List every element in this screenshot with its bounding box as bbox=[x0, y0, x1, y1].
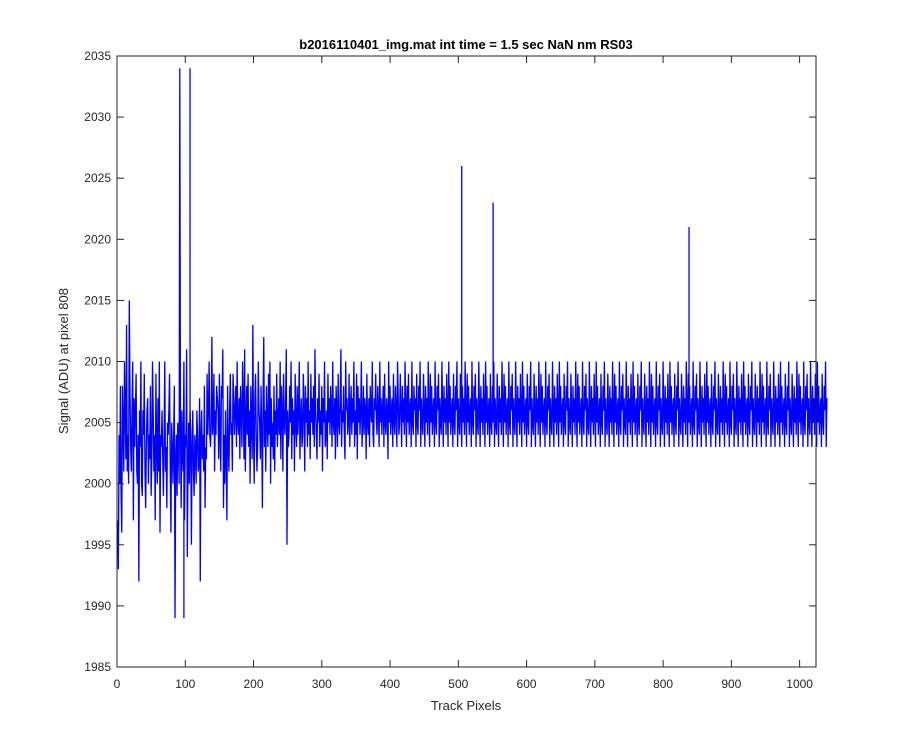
x-tick-label: 1000 bbox=[786, 677, 813, 691]
x-axis-label: Track Pixels bbox=[431, 698, 502, 713]
y-tick-label: 2030 bbox=[84, 110, 111, 124]
y-tick-label: 2005 bbox=[84, 416, 111, 430]
x-tick-label: 900 bbox=[721, 677, 741, 691]
y-tick-label: 2015 bbox=[84, 293, 111, 307]
x-tick-label: 500 bbox=[448, 677, 468, 691]
y-tick-label: 2035 bbox=[84, 49, 111, 63]
plot-area bbox=[116, 55, 828, 668]
y-axis-label: Signal (ADU) at pixel 808 bbox=[56, 288, 71, 434]
x-tick-label: 0 bbox=[114, 677, 121, 691]
y-tick-label: 1995 bbox=[84, 538, 111, 552]
series-line-1 bbox=[117, 68, 828, 619]
x-tick-label: 300 bbox=[312, 677, 332, 691]
x-tick-label: 700 bbox=[585, 677, 605, 691]
x-tick-label: 200 bbox=[244, 677, 264, 691]
y-tick-label: 1985 bbox=[84, 660, 111, 674]
y-tick-label: 2000 bbox=[84, 477, 111, 491]
x-tick-label: 400 bbox=[380, 677, 400, 691]
x-axis: 0 100 200 300 400 500 600 700 800 900 1000 bbox=[114, 56, 813, 691]
y-tick-label: 2020 bbox=[84, 232, 111, 246]
y-axis: 1985 1990 1995 2000 2005 2010 2015 2020 2025 2030… bbox=[84, 49, 816, 674]
y-tick-label: 2025 bbox=[84, 171, 111, 185]
x-tick-label: 600 bbox=[517, 677, 537, 691]
x-tick-label: 100 bbox=[175, 677, 195, 691]
y-tick-label: 2010 bbox=[84, 355, 111, 369]
y-tick-label: 1990 bbox=[84, 599, 111, 613]
x-tick-label: 800 bbox=[653, 677, 673, 691]
chart-title: b2016110401_img.mat int time = 1.5 sec N… bbox=[299, 37, 632, 52]
axes-background bbox=[117, 56, 816, 667]
